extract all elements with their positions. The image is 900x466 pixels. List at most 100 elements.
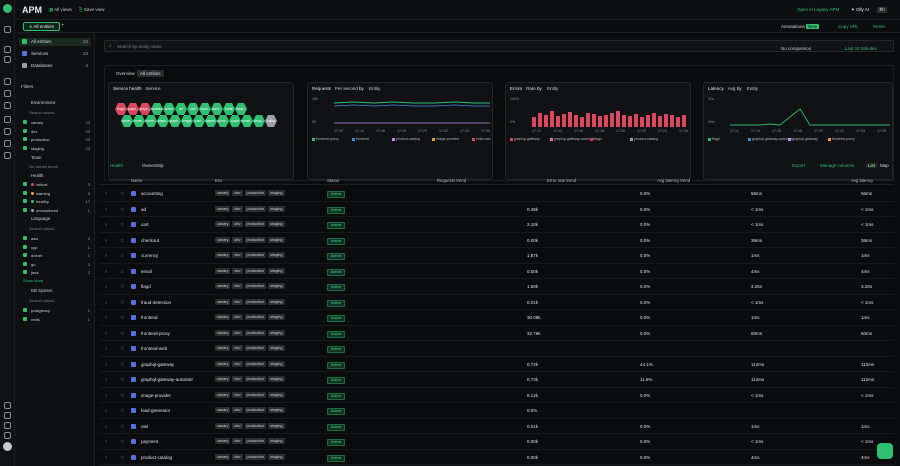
service-hex[interactable]: kafka [265,115,277,127]
filter-option[interactable]: staging 23 [23,145,99,152]
checkbox-icon[interactable] [23,316,27,321]
tab-health[interactable]: Health [110,163,124,168]
col-latency-trend[interactable]: Avg latency trend [657,178,691,183]
star-icon[interactable]: ☆ [120,346,125,352]
service-hex[interactable]: frontend [151,103,163,115]
entity-name[interactable]: email [141,268,152,274]
olly-ai-button[interactable]: ✦ Olly AI [851,7,870,12]
star-icon[interactable]: ☆ [120,206,125,213]
entity-name[interactable]: payment [141,439,159,444]
show-more-link[interactable]: Show More [23,278,44,283]
legend-item[interactable]: frontend-proxy [312,137,339,141]
col-requests[interactable]: Requests trend [437,178,467,183]
entity-name[interactable]: product-catalog [141,454,173,460]
col-avg-latency[interactable]: Avg latency [851,178,874,183]
overview-title[interactable]: Overview [116,71,135,76]
star-icon[interactable]: ☆ [120,392,125,399]
legend-item[interactable]: graphql-gateway-autoinstr [550,137,594,141]
filter-option[interactable]: canary 23 [23,120,99,126]
chart-icon[interactable] [4,90,11,97]
entity-dropdown[interactable]: Entity [547,86,559,91]
filter-option[interactable]: dev 23 [23,128,99,135]
lang-search[interactable]: Search values [29,226,55,231]
checkbox-icon[interactable] [23,199,27,203]
add-tab-button[interactable]: + [61,23,65,29]
entity-name[interactable]: checkout [141,237,160,243]
settings-icon[interactable] [4,422,11,429]
service-hex[interactable]: graph... [169,115,181,127]
sidebar-item-services[interactable]: Services 23 [19,50,91,58]
rate-dropdown[interactable]: Rate [526,86,536,91]
table-row[interactable]: › ☆ currency canary dev production staging Acti… [99,248,894,264]
star-icon[interactable]: ☆ [120,315,125,321]
star-icon[interactable]: ☆ [120,284,125,290]
filter-option[interactable]: postgresql 1 [23,308,99,314]
legend-item[interactable]: graphql-gateway [510,137,540,141]
service-hex[interactable]: produ... [217,115,229,127]
service-hex[interactable]: quote [229,115,241,127]
table-row[interactable]: › ☆ ad canary dev production staging Active 0.49… [99,202,894,217]
service-hex[interactable]: flagd [115,103,127,115]
expand-chevron-icon[interactable]: › [105,237,107,244]
service-hex[interactable]: curre... [211,103,223,115]
checkbox-icon[interactable] [23,253,27,257]
checkbox-icon[interactable] [23,120,27,124]
service-hex[interactable]: image [181,115,193,127]
filter-option[interactable]: unmonitored 1 [23,207,99,214]
legend-item[interactable]: product-catalog [392,137,420,141]
service-hex[interactable]: fronte... [145,115,157,127]
star-icon[interactable]: ☆ [120,423,125,430]
comparison-dropdown[interactable]: No comparison [781,46,812,51]
globe-icon[interactable] [4,128,11,135]
legend-item[interactable]: graphql-gateway-autoinstr [748,137,792,141]
expand-chevron-icon[interactable]: › [105,284,107,290]
search-input[interactable]: ⌕ Search by entity name [104,40,894,52]
service-dropdown[interactable]: Service [145,86,161,91]
all-views-link[interactable]: ▦ All views [49,7,72,12]
expand-chevron-icon[interactable]: › [105,361,107,368]
entity-name[interactable]: graphql-gateway-autoinstr [141,377,194,382]
list-view-button[interactable]: List [866,163,878,168]
legend-item[interactable]: flagd [590,137,602,141]
sidebar-item-databases[interactable]: Databases 2 [19,62,91,70]
service-hex[interactable]: ad [175,103,187,115]
col-errors[interactable]: Error rate trend [547,178,577,183]
star-icon[interactable]: ☆ [120,253,125,259]
filter-option[interactable]: dotnet 1 [23,253,99,259]
table-row[interactable]: › ☆ payment canary dev production staging Activ… [99,434,894,450]
entity-name[interactable]: otel [141,423,149,429]
filter-option[interactable]: production 23 [23,137,99,143]
expand-chevron-icon[interactable]: › [105,423,107,430]
star-icon[interactable]: ☆ [120,361,125,368]
service-hex[interactable]: action [163,103,175,115]
checkbox-icon[interactable] [23,128,27,133]
expand-chevron-icon[interactable]: › [105,206,107,213]
database-icon[interactable] [4,140,11,147]
entity-name[interactable]: graphql-gateway [141,361,175,367]
entity-dropdown[interactable]: Entity [369,86,381,91]
expand-chevron-icon[interactable]: › [105,439,107,445]
table-row[interactable]: › ☆ flagd canary dev production staging Active 1… [99,279,894,295]
expand-chevron-icon[interactable]: › [105,330,107,337]
checkbox-icon[interactable] [23,137,27,141]
search-icon[interactable] [4,26,11,33]
checkbox-icon[interactable] [23,190,27,195]
chat-fab[interactable] [877,443,893,459]
table-row[interactable]: › ☆ graphql-gateway canary dev production stag… [99,357,894,372]
star-icon[interactable]: ☆ [120,222,125,228]
legend-item[interactable]: product-catalog [630,137,658,141]
entity-name[interactable]: image-provider [141,392,172,398]
entity-name[interactable]: load-generator [141,408,171,413]
star-icon[interactable]: ☆ [120,377,125,383]
table-row[interactable]: › ☆ email canary dev production staging Active 0… [99,264,894,279]
expand-chevron-icon[interactable]: › [105,222,107,228]
table-row[interactable]: › ☆ frontend canary dev production staging Acti… [99,310,894,326]
map-view-button[interactable]: Map [880,163,889,168]
star-icon[interactable]: ☆ [120,268,125,275]
legend-item[interactable]: frontend [352,137,369,141]
entity-name[interactable]: cart [141,222,149,227]
filter-option[interactable]: java 2 [23,270,99,276]
db-search[interactable]: Search values [29,298,55,303]
star-icon[interactable]: ☆ [120,439,125,445]
open-legacy-link[interactable]: Open in Legacy APM [797,7,840,12]
